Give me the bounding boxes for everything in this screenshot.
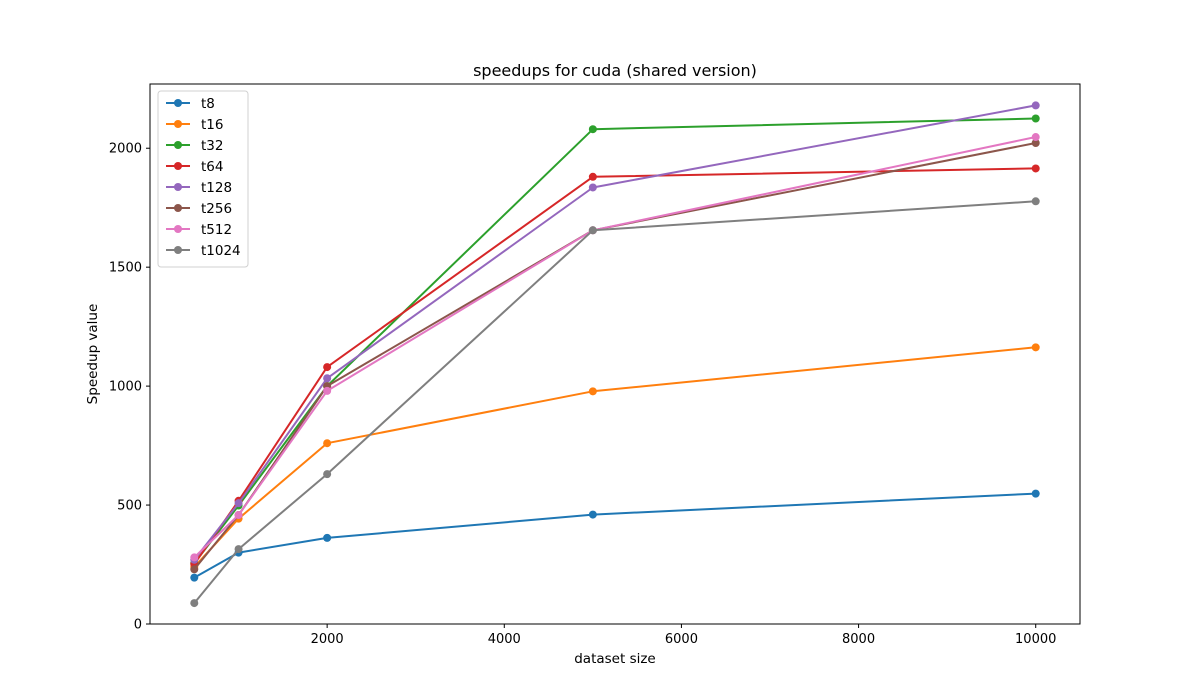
data-point (1031, 164, 1040, 173)
data-point (1031, 114, 1040, 123)
legend: t8 t16 t32 t64 t128 t256 t512 t1024 (157, 90, 249, 268)
legend-box (157, 90, 249, 268)
data-point (588, 387, 597, 396)
data-point (1031, 197, 1040, 206)
legend-label: t16 (201, 117, 223, 133)
data-point (190, 553, 199, 562)
data-point (323, 470, 332, 479)
legend-item: t1024 (166, 243, 241, 259)
data-point (588, 172, 597, 181)
series-t1024 (190, 197, 1040, 608)
data-point (323, 439, 332, 448)
data-point (1031, 489, 1040, 498)
series-t8 (190, 489, 1040, 582)
legend-item: t32 (166, 138, 223, 154)
legend-swatch-marker (174, 246, 182, 254)
y-tick-label: 2000 (109, 142, 142, 157)
x-axis-title: dataset size (574, 651, 656, 667)
data-point (190, 573, 199, 582)
series-line (193, 117, 1036, 564)
legend-item: t128 (166, 180, 232, 196)
data-point (190, 565, 199, 574)
data-point (588, 125, 597, 134)
series-line (193, 142, 1036, 570)
series-t256 (190, 138, 1040, 574)
legend-swatch-marker (174, 120, 182, 128)
series-t512 (190, 133, 1040, 562)
data-point (323, 374, 332, 383)
legend-item: t16 (166, 117, 223, 133)
x-tick-label: 10000 (1015, 632, 1056, 647)
y-tick-label: 1500 (109, 261, 142, 276)
data-point (588, 510, 597, 519)
x-tick-label: 4000 (488, 632, 521, 647)
chart-title: speedups for cuda (shared version) (473, 61, 757, 80)
data-point (323, 363, 332, 372)
legend-swatch-marker (174, 183, 182, 191)
data-point (323, 386, 332, 395)
series-line (193, 136, 1036, 559)
legend-label: t1024 (201, 243, 241, 259)
legend-item: t8 (166, 96, 215, 112)
data-point (1031, 101, 1040, 110)
series-line (193, 200, 1036, 604)
data-point (1031, 138, 1040, 147)
legend-label: t32 (201, 138, 223, 154)
legend-swatch-marker (174, 162, 182, 170)
series-lines (190, 101, 1040, 608)
data-point (1031, 133, 1040, 142)
series-line (193, 492, 1036, 579)
legend-label: t8 (201, 96, 215, 112)
data-point (234, 545, 243, 554)
series-line (193, 167, 1036, 565)
legend-item: t256 (166, 201, 232, 217)
axis-ticks: 2000 4000 6000 8000 10000 0 500 1000 1500 2000 (109, 142, 1056, 647)
data-point (588, 183, 597, 192)
data-point (588, 226, 597, 235)
data-point (234, 511, 243, 520)
series-t128 (190, 101, 1040, 564)
y-tick-label: 500 (117, 499, 142, 514)
y-tick-label: 0 (134, 618, 142, 633)
data-point (190, 599, 199, 608)
series-t16 (190, 343, 1040, 571)
legend-swatch-marker (174, 204, 182, 212)
x-tick-label: 2000 (311, 632, 344, 647)
x-tick-label: 8000 (842, 632, 875, 647)
legend-swatch-marker (174, 99, 182, 107)
legend-label: t256 (201, 201, 232, 217)
data-point (323, 533, 332, 542)
legend-swatch-marker (174, 141, 182, 149)
series-line (193, 104, 1036, 561)
legend-item: t64 (166, 159, 223, 175)
plot-area (149, 83, 1081, 625)
legend-label: t64 (201, 159, 223, 175)
y-tick-label: 1000 (109, 380, 142, 395)
series-line (193, 346, 1036, 568)
legend-label: t128 (201, 180, 232, 196)
x-tick-label: 6000 (665, 632, 698, 647)
legend-label: t512 (201, 222, 232, 238)
data-point (234, 499, 243, 508)
legend-item: t512 (166, 222, 232, 238)
legend-swatch-marker (174, 225, 182, 233)
y-axis-title: Speedup value (85, 304, 101, 405)
data-point (1031, 343, 1040, 352)
